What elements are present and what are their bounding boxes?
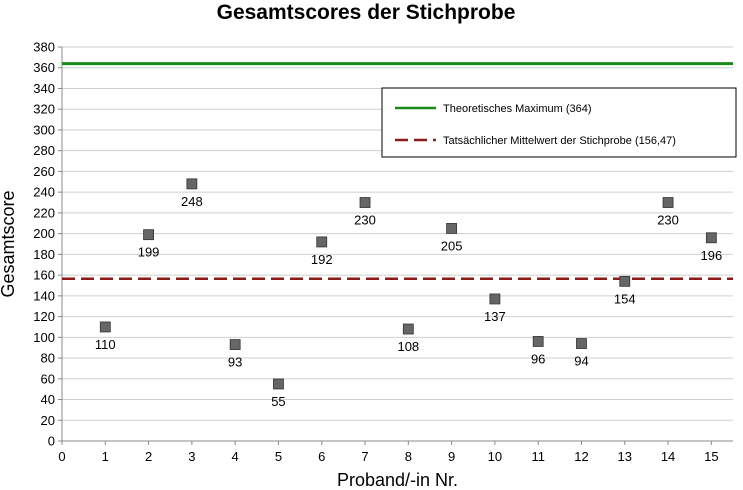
data-point	[402, 323, 414, 335]
data-point	[273, 378, 284, 390]
y-tick-label: 200	[33, 226, 55, 241]
legend-label-mean: Tatsächlicher Mittelwert der Stichprobe …	[443, 135, 676, 147]
data-label: 196	[701, 248, 723, 263]
x-tick-label: 13	[618, 449, 632, 464]
y-tick-label: 240	[33, 185, 55, 200]
x-tick-label: 15	[704, 449, 718, 464]
y-tick-label: 320	[33, 102, 55, 117]
data-label: 205	[441, 238, 463, 253]
data-point	[186, 178, 198, 190]
data-point	[662, 197, 674, 208]
data-label: 137	[484, 309, 506, 324]
legend-box	[381, 87, 737, 158]
data-label: 230	[354, 213, 376, 228]
y-tick-label: 140	[33, 288, 55, 303]
data-label: 93	[228, 355, 242, 370]
x-tick-label: 14	[661, 449, 675, 464]
x-tick-label: 6	[318, 449, 325, 464]
data-point	[489, 293, 501, 305]
data-label: 55	[271, 394, 285, 409]
y-tick-label: 0	[48, 434, 55, 449]
data-label: 108	[397, 339, 419, 354]
y-tick-label: 40	[41, 392, 55, 407]
data-label: 199	[138, 245, 160, 260]
y-tick-label: 380	[33, 40, 55, 55]
data-label: 230	[657, 213, 679, 228]
y-tick-label: 180	[33, 247, 55, 262]
data-label: 96	[531, 351, 545, 366]
x-tick-label: 12	[574, 449, 588, 464]
x-tick-label: 4	[232, 449, 239, 464]
y-tick-label: 220	[33, 205, 55, 220]
data-point	[359, 197, 371, 208]
x-tick-label: 3	[188, 449, 195, 464]
y-tick-label: 160	[33, 268, 55, 283]
x-tick-label: 11	[531, 449, 545, 464]
y-tick-label: 360	[33, 60, 55, 75]
data-point	[532, 336, 544, 347]
x-tick-label: 7	[361, 449, 368, 464]
data-label: 154	[614, 291, 636, 306]
data-points	[99, 178, 717, 390]
chart-title: Gesamtscores der Stichprobe	[217, 1, 516, 24]
x-tick-label: 5	[275, 449, 282, 464]
x-tick-label: 0	[58, 449, 65, 464]
y-tick-label: 60	[41, 371, 55, 386]
legend: Theoretisches Maximum (364) Tatsächliche…	[381, 87, 737, 158]
y-tick-label: 20	[41, 413, 55, 428]
data-point	[229, 339, 241, 350]
x-tick-label: 1	[102, 449, 109, 464]
legend-label-maximum: Theoretisches Maximum (364)	[443, 103, 592, 115]
y-axis-title: Gesamtscore	[0, 190, 18, 297]
x-tick-label: 9	[448, 449, 455, 464]
data-labels: 110 199 248 93 55 192 230 108 205 137 96 94 154 230 19…	[95, 194, 722, 409]
y-tick-label: 80	[41, 351, 55, 366]
y-tick-label: 340	[33, 81, 55, 96]
data-point	[143, 229, 154, 241]
axes: 0204060801001201401601802002202402602803…	[33, 40, 733, 464]
data-label: 192	[311, 252, 333, 267]
y-tick-label: 260	[33, 164, 55, 179]
data-label: 110	[95, 337, 116, 352]
y-tick-label: 280	[33, 143, 55, 158]
data-point	[316, 236, 328, 248]
data-point	[576, 338, 587, 349]
data-label: 94	[574, 354, 588, 369]
data-point	[446, 223, 458, 234]
data-label: 248	[181, 194, 203, 209]
data-point	[619, 275, 631, 287]
data-point	[99, 321, 111, 333]
x-tick-label: 10	[488, 449, 502, 464]
data-point	[705, 232, 717, 244]
y-tick-label: 300	[33, 122, 55, 137]
y-tick-label: 120	[33, 309, 55, 324]
x-axis-title: Proband/-in Nr.	[337, 470, 458, 490]
y-tick-label: 100	[33, 330, 55, 345]
x-tick-label: 8	[405, 449, 412, 464]
x-tick-label: 2	[145, 449, 152, 464]
